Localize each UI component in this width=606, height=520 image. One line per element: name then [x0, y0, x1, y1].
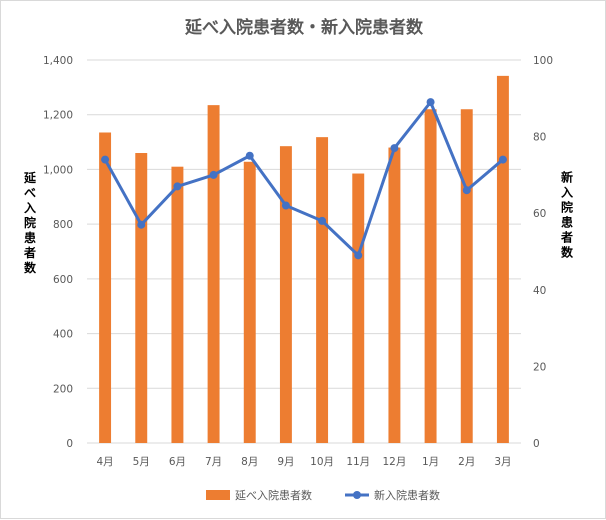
- line-point: [462, 186, 471, 195]
- bar: [352, 173, 365, 443]
- bar: [135, 153, 148, 443]
- y-left-tick-label: 1,400: [43, 55, 73, 67]
- axis-title-char: 入: [24, 201, 36, 215]
- y-left-tick-label: 0: [66, 438, 73, 450]
- y-right-tick-label: 40: [533, 285, 546, 297]
- legend-label: 延べ入院患者数: [235, 488, 312, 502]
- axis-title-char: 院: [561, 200, 573, 215]
- y-right-tick-label: 0: [533, 438, 540, 450]
- series-line: [103, 100, 504, 257]
- axis-title-char: 新: [561, 170, 573, 185]
- line-point: [390, 144, 399, 153]
- axes: 0 200 400 600 800 1,000 1,200 1,400 0 20 40 60 80 100…: [43, 55, 553, 468]
- x-tick-label: 6月: [169, 456, 186, 468]
- line-point: [318, 216, 327, 225]
- x-tick-label: 9月: [277, 456, 294, 468]
- bar: [171, 166, 184, 443]
- legend-swatch-bar: [206, 490, 230, 500]
- line-point: [426, 98, 435, 107]
- bar: [316, 137, 329, 443]
- legend-label: 新入院患者数: [374, 488, 440, 502]
- line-point: [498, 155, 507, 164]
- x-tick-label: 8月: [241, 456, 258, 468]
- line-point: [137, 220, 146, 229]
- bar: [279, 146, 292, 444]
- bar: [460, 109, 473, 443]
- axis-title-char: 者: [560, 230, 573, 245]
- y-axis-right-title: 新入院患者数: [560, 170, 574, 260]
- x-tick-label: 4月: [96, 456, 113, 468]
- x-tick-label: 2月: [458, 456, 475, 468]
- legend-swatch-marker: [353, 491, 361, 499]
- x-tick-label: 11月: [346, 456, 370, 468]
- line-series: [101, 98, 507, 260]
- legend: 延べ入院患者数 新入院患者数: [206, 488, 440, 502]
- y-left-tick-label: 600: [53, 274, 73, 286]
- x-tick-label: 7月: [205, 456, 222, 468]
- y-left-tick-label: 400: [53, 329, 73, 341]
- bar: [388, 147, 401, 444]
- line-point: [209, 170, 218, 179]
- axis-title-char: 院: [24, 215, 36, 230]
- axis-title-char: 患: [561, 215, 573, 230]
- bar: [424, 109, 437, 443]
- bar: [207, 105, 220, 443]
- bar: [99, 132, 112, 443]
- y-right-tick-label: 60: [533, 208, 546, 220]
- chart-title: 延べ入院患者数・新入院患者数: [184, 17, 424, 38]
- line-point: [354, 251, 363, 260]
- bar: [496, 75, 509, 444]
- y-left-tick-label: 800: [53, 219, 73, 231]
- axis-title-char: 患: [24, 230, 36, 245]
- y-axis-left-title: 延べ入院患者数: [23, 170, 37, 275]
- axis-title-char: 数: [24, 260, 37, 275]
- line-point: [281, 201, 290, 210]
- axis-title-char: 数: [561, 245, 574, 260]
- x-tick-label: 3月: [494, 456, 511, 468]
- line-point: [173, 182, 182, 191]
- gridlines: [87, 59, 521, 444]
- axis-title-char: べ: [24, 186, 36, 200]
- y-right-tick-label: 100: [533, 55, 553, 67]
- axis-title-char: 入: [561, 186, 573, 200]
- bar-series: [99, 75, 509, 444]
- y-left-tick-label: 1,200: [43, 110, 73, 122]
- x-tick-label: 10月: [310, 456, 334, 468]
- x-tick-label: 5月: [133, 456, 150, 468]
- line-point: [245, 151, 254, 160]
- x-tick-label: 12月: [382, 456, 406, 468]
- axis-title-char: 者: [23, 245, 36, 260]
- axis-title-char: 延: [23, 170, 37, 185]
- line-point: [101, 155, 110, 164]
- y-right-tick-label: 20: [533, 361, 546, 373]
- y-left-tick-label: 1,000: [43, 164, 73, 176]
- x-tick-label: 1月: [422, 456, 439, 468]
- bar: [243, 161, 256, 444]
- y-left-tick-label: 200: [53, 383, 73, 395]
- y-right-tick-label: 80: [533, 132, 546, 144]
